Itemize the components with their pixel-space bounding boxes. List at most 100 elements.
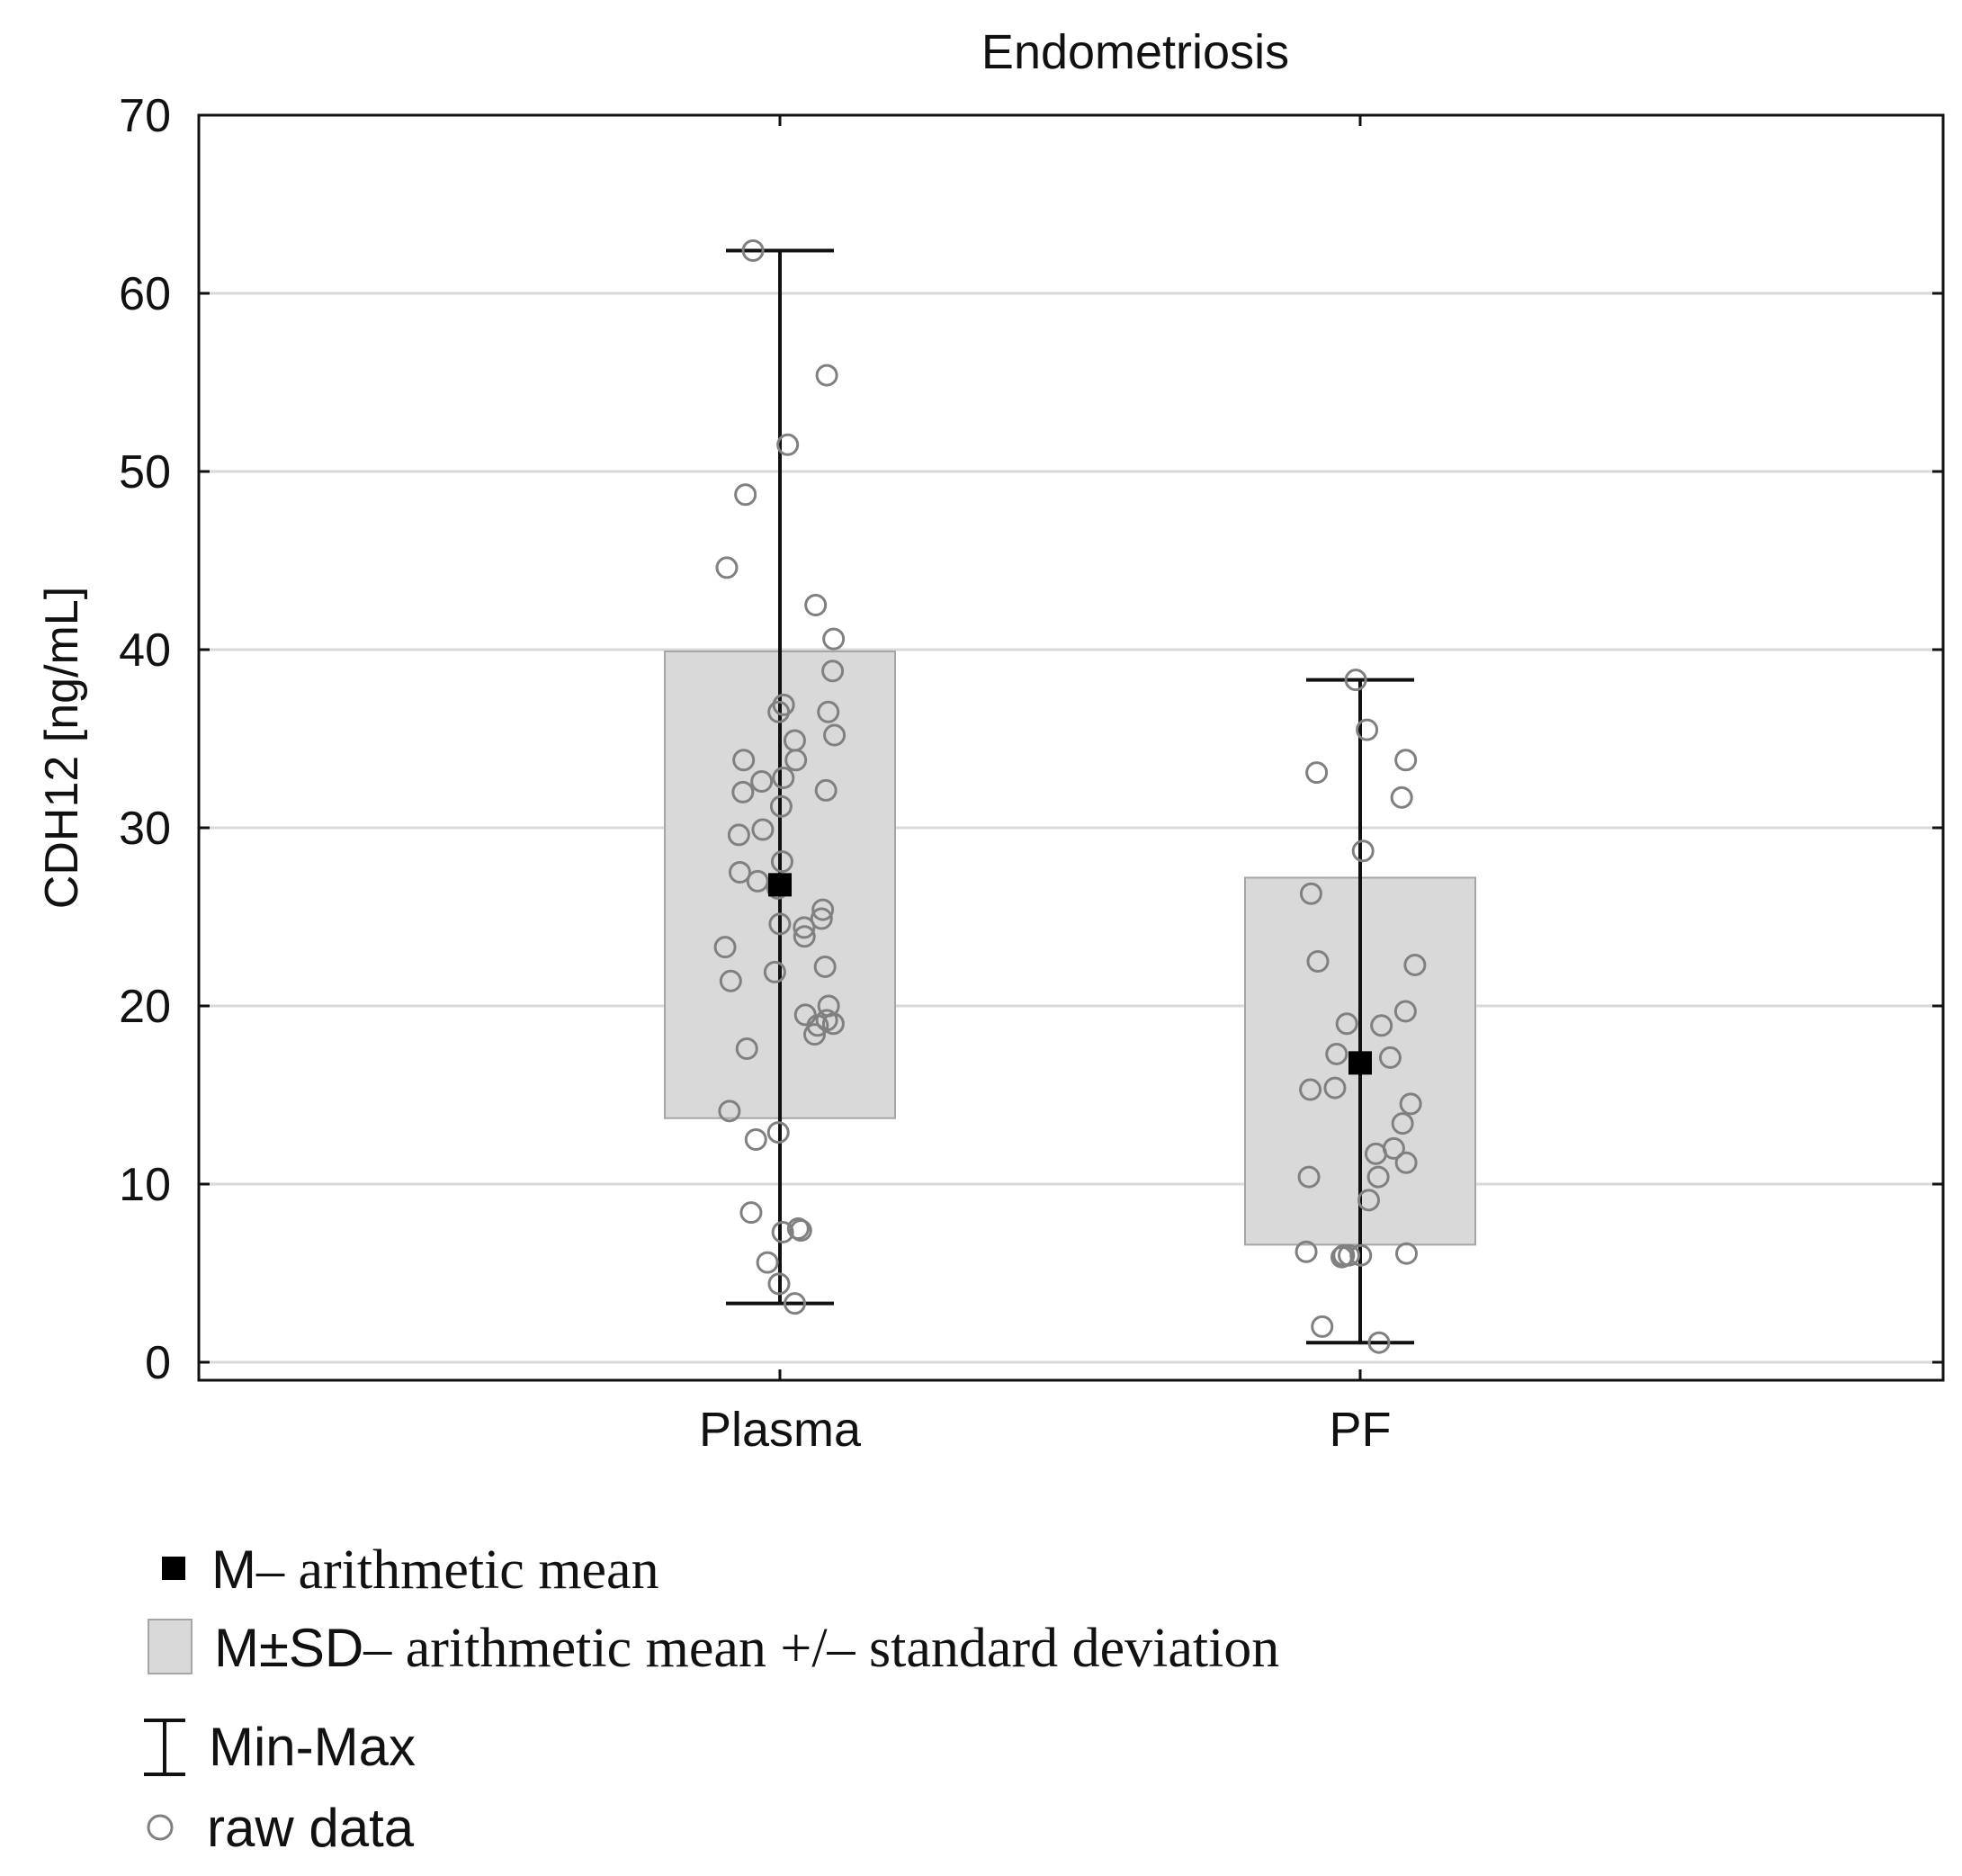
raw-data-point bbox=[793, 925, 816, 948]
y-tick-label: 30 bbox=[119, 803, 171, 855]
legend-item-min-max: Min-Max bbox=[144, 1717, 416, 1777]
raw-data-point bbox=[815, 364, 838, 387]
raw-data-point bbox=[771, 1220, 794, 1243]
raw-data-point bbox=[1367, 1331, 1391, 1354]
x-category-label-plasma: Plasma bbox=[699, 1403, 862, 1457]
legend-whisker-icon bbox=[144, 1719, 185, 1776]
y-tick-label: 0 bbox=[145, 1337, 171, 1389]
raw-data-point bbox=[1351, 839, 1375, 863]
raw-data-point bbox=[1394, 749, 1418, 772]
raw-data-point bbox=[783, 1292, 806, 1315]
raw-data-point bbox=[741, 238, 765, 262]
raw-data-point bbox=[811, 898, 835, 921]
legend-item-sd: M±SD– arithmetic mean +/– standard devia… bbox=[148, 1618, 1279, 1679]
raw-data-point bbox=[1344, 669, 1367, 692]
raw-data-point bbox=[734, 483, 757, 507]
raw-data-point bbox=[1325, 1042, 1348, 1065]
raw-data-point bbox=[1370, 1014, 1393, 1037]
raw-data-point bbox=[821, 1012, 845, 1036]
raw-data-point bbox=[731, 780, 755, 803]
y-axis-ticks: 0 10 20 30 40 50 60 70 bbox=[119, 90, 1943, 1389]
raw-data-point bbox=[1357, 1189, 1380, 1212]
mean-markers bbox=[768, 873, 1372, 1075]
raw-data-point bbox=[750, 770, 774, 794]
raw-data-point bbox=[793, 916, 816, 939]
raw-data-point bbox=[1335, 1012, 1358, 1036]
raw-data-point bbox=[821, 660, 845, 683]
raw-data-point bbox=[718, 1100, 741, 1123]
raw-data-point bbox=[728, 861, 751, 884]
raw-data-point bbox=[719, 969, 742, 992]
legend-min-max-label: Min-Max bbox=[209, 1717, 416, 1777]
raw-data-point bbox=[814, 778, 838, 802]
raw-data-point bbox=[756, 1251, 779, 1274]
raw-data-point bbox=[804, 594, 828, 616]
min-max-whiskers bbox=[726, 248, 1414, 1345]
raw-data-point bbox=[1378, 1046, 1402, 1069]
raw-data-point bbox=[744, 1128, 767, 1151]
legend-sd-label: M±SD– arithmetic mean +/– standard devia… bbox=[214, 1618, 1279, 1679]
raw-data-point bbox=[763, 960, 786, 983]
raw-data-point bbox=[1330, 1245, 1354, 1269]
y-tick-label: 20 bbox=[119, 981, 171, 1033]
raw-data-point bbox=[817, 700, 840, 723]
raw-data-point bbox=[1393, 1000, 1417, 1023]
legend-sd-swatch bbox=[148, 1619, 193, 1674]
raw-data-point bbox=[1366, 1165, 1390, 1189]
legend-item-raw: raw data bbox=[147, 1798, 415, 1858]
mean-marker-pf bbox=[1348, 1051, 1372, 1075]
raw-data-point bbox=[1391, 1112, 1414, 1135]
raw-data-point bbox=[713, 936, 737, 959]
raw-data-point bbox=[1299, 1078, 1322, 1101]
raw-data-point bbox=[746, 869, 769, 893]
raw-data-point bbox=[772, 767, 795, 790]
legend-mean-label: M– arithmetic mean bbox=[211, 1539, 659, 1601]
raw-data-point bbox=[802, 1023, 826, 1046]
y-tick-label: 60 bbox=[119, 268, 171, 320]
legend-mean-swatch bbox=[162, 1557, 185, 1580]
raw-data-point bbox=[751, 818, 775, 841]
raw-data-point bbox=[1299, 882, 1322, 905]
legend-raw-circle bbox=[147, 1814, 174, 1841]
legend-item-mean: M– arithmetic mean bbox=[162, 1539, 659, 1601]
raw-data-point bbox=[769, 794, 793, 818]
raw-data-point bbox=[813, 955, 837, 978]
raw-data-point bbox=[786, 1217, 810, 1240]
raw-data-point bbox=[735, 1037, 758, 1061]
raw-data-point bbox=[1311, 1315, 1334, 1338]
raw-data-point bbox=[1399, 1092, 1422, 1116]
x-category-label-pf: PF bbox=[1329, 1403, 1391, 1457]
chart-title: Endometriosis bbox=[981, 25, 1289, 79]
raw-data-point bbox=[770, 850, 793, 874]
raw-data-point bbox=[823, 723, 847, 747]
raw-data-point bbox=[739, 1201, 763, 1225]
mean-marker-plasma bbox=[768, 873, 792, 897]
raw-data-point bbox=[822, 627, 846, 651]
raw-data-point bbox=[1323, 1076, 1347, 1100]
raw-data-point bbox=[1390, 785, 1413, 809]
raw-data-point bbox=[732, 749, 756, 772]
raw-data-point bbox=[766, 1121, 790, 1144]
raw-data-point bbox=[1395, 1242, 1419, 1265]
raw-data-point bbox=[1305, 761, 1329, 785]
raw-data-point bbox=[1297, 1165, 1321, 1189]
y-tick-label: 40 bbox=[119, 624, 171, 677]
legend-raw-label: raw data bbox=[207, 1798, 415, 1858]
y-tick-label: 50 bbox=[119, 446, 171, 498]
grid-lines bbox=[199, 292, 1943, 1364]
raw-data-point bbox=[715, 556, 739, 579]
raw-data-point bbox=[810, 907, 833, 930]
raw-data-point bbox=[1295, 1240, 1318, 1263]
y-axis-label: CDH12 [ng/mL] bbox=[36, 587, 88, 909]
raw-data-point bbox=[727, 823, 750, 847]
raw-data-point bbox=[1306, 950, 1330, 973]
y-tick-label: 70 bbox=[119, 90, 171, 142]
raw-data-point bbox=[1356, 718, 1379, 741]
raw-data-point bbox=[789, 1218, 812, 1242]
raw-data-point bbox=[784, 749, 808, 772]
plot-frame bbox=[197, 113, 1945, 1382]
raw-data-point bbox=[767, 700, 791, 723]
raw-data-point bbox=[1403, 953, 1427, 976]
